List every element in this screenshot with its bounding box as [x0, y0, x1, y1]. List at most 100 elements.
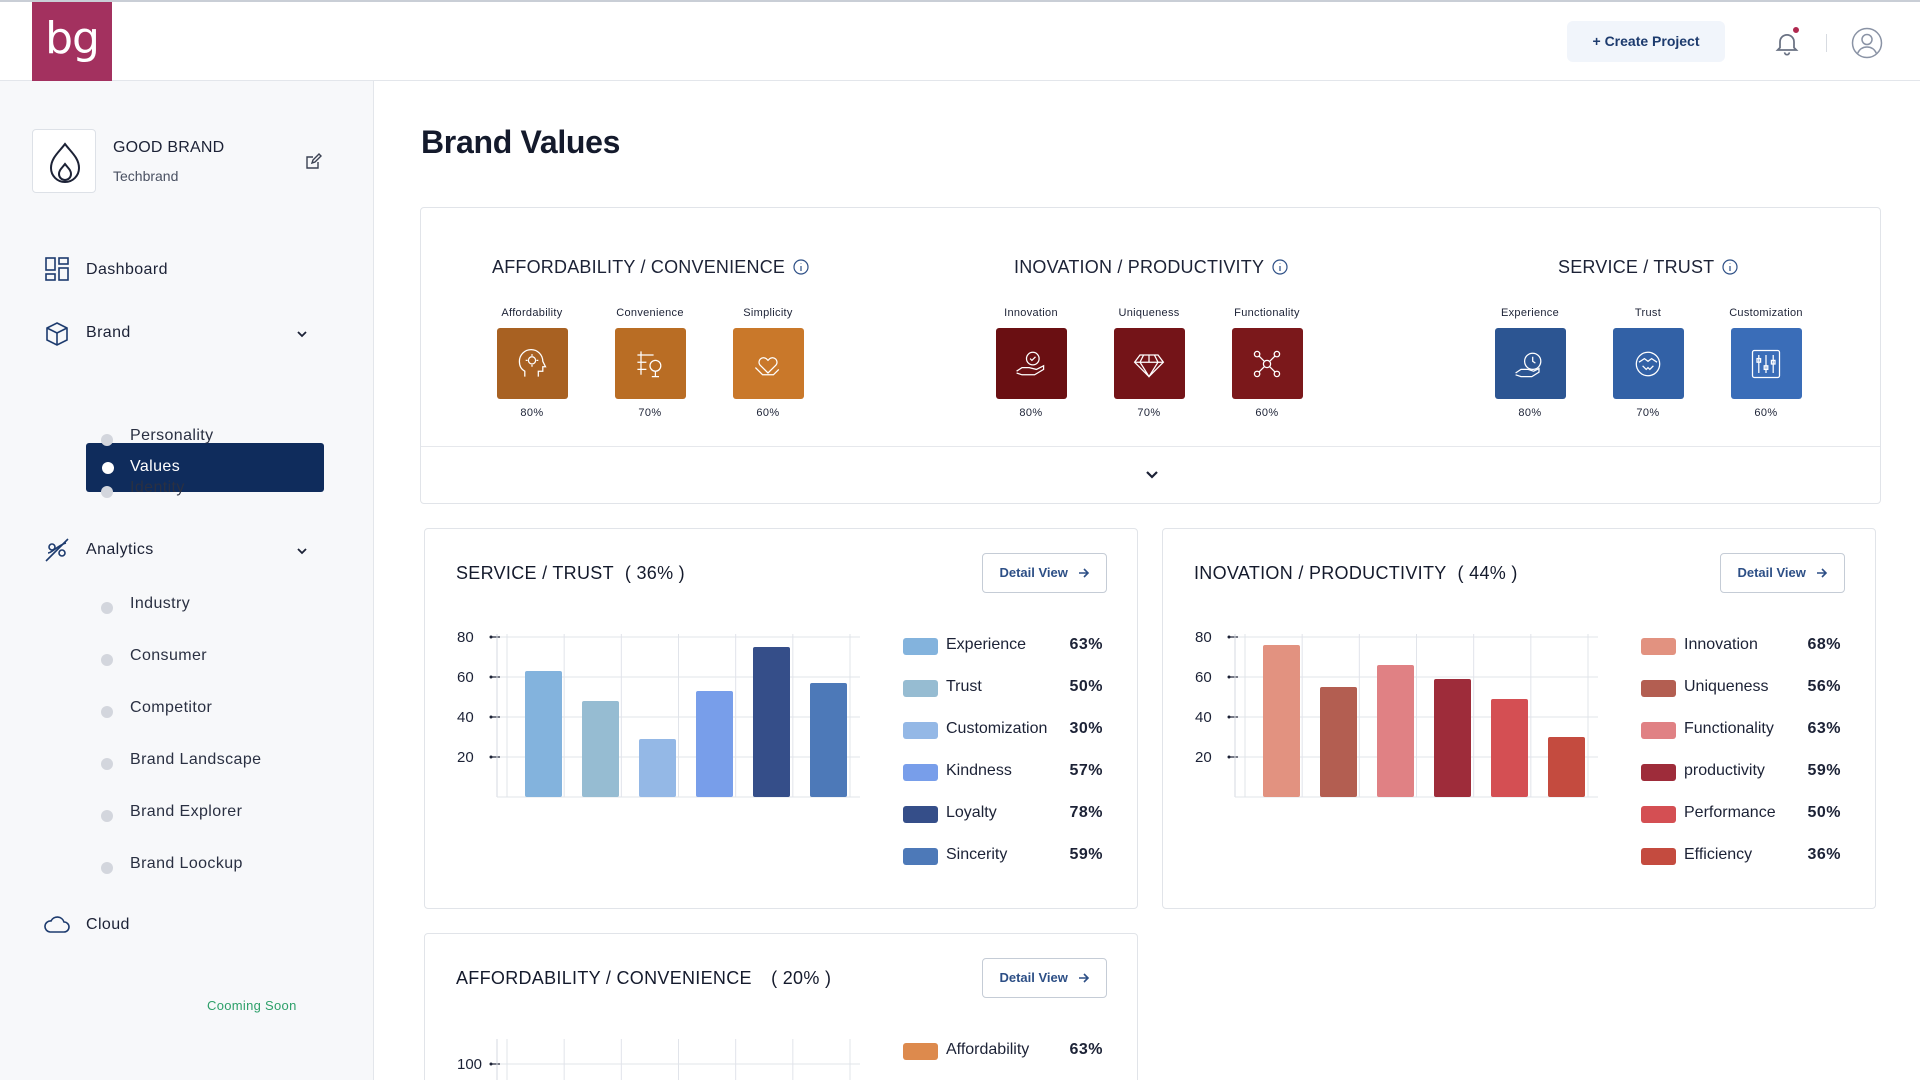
group-title: AFFORDABILITY / CONVENIENCE — [492, 257, 809, 278]
tile-icon-box — [1113, 328, 1185, 399]
group-title: INOVATION / PRODUCTIVITY — [1014, 257, 1288, 278]
bar-chart: 100 — [457, 1039, 860, 1080]
bar-productivity — [1434, 679, 1471, 797]
value-tile[interactable]: Affordability 80% — [496, 306, 568, 419]
value-tile[interactable]: Uniqueness 70% — [1113, 306, 1185, 419]
bar-sincerity — [810, 683, 847, 797]
flame-icon — [49, 142, 81, 183]
bar-loyalty — [753, 647, 790, 797]
y-tick-label: 60 — [457, 669, 474, 686]
legend-value: 50% — [1807, 804, 1841, 821]
analytics-icon — [45, 538, 69, 562]
value-tile[interactable]: Trust 70% — [1612, 306, 1684, 419]
legend-label: Customization — [946, 720, 1048, 737]
value-tile[interactable]: Simplicity 60% — [732, 306, 804, 419]
tile-label: Experience — [1500, 307, 1560, 319]
tick-dot — [1227, 635, 1231, 639]
legend-item: Functionality 63% — [1641, 717, 1841, 741]
detail-view-button[interactable]: Detail View — [1720, 553, 1845, 593]
bullet-dot — [101, 602, 113, 614]
group-title-text: INOVATION / PRODUCTIVITY — [1014, 257, 1265, 277]
heart-hand-icon — [754, 356, 780, 375]
tick-dot — [1227, 675, 1231, 679]
detail-view-button[interactable]: Detail View — [982, 958, 1107, 998]
bar-functionality — [1377, 665, 1414, 797]
group-title-text: SERVICE / TRUST — [1558, 257, 1715, 277]
values-summary-panel: AFFORDABILITY / CONVENIENCE Affordabilit… — [420, 207, 1881, 504]
card-title-text: AFFORDABILITY / CONVENIENCE — [456, 968, 752, 988]
legend-item: Trust 50% — [903, 675, 1103, 699]
info-icon[interactable] — [793, 259, 809, 275]
sidebar-item-values[interactable]: Values — [86, 443, 324, 492]
legend-swatch — [903, 638, 938, 655]
tile-icon-box — [1730, 328, 1802, 399]
hand-check-icon — [1016, 351, 1045, 375]
tile-icon-box — [732, 328, 804, 399]
value-tile[interactable]: Customization 60% — [1729, 306, 1802, 419]
group-title: SERVICE / TRUST — [1558, 257, 1738, 278]
chevron-down-icon[interactable] — [1143, 466, 1161, 484]
card-title-percent: ( 36% ) — [624, 563, 685, 583]
legend-label: Affordability — [946, 1041, 1030, 1058]
tick-dot — [489, 1062, 493, 1066]
tick-dot — [489, 755, 493, 759]
sidebar-item-values-label: Values — [130, 458, 181, 475]
legend-label: Trust — [946, 678, 982, 695]
divider — [1826, 34, 1827, 52]
value-tile[interactable]: Experience 80% — [1494, 306, 1566, 419]
legend-value: 59% — [1069, 846, 1103, 863]
bell-icon[interactable] — [1773, 29, 1801, 57]
sidebar: GOOD BRAND Techbrand Dashboard Brand Val… — [0, 81, 374, 1080]
legend-swatch — [903, 722, 938, 739]
legend-item: Experience 63% — [903, 633, 1103, 657]
value-tile[interactable]: Functionality 60% — [1231, 306, 1303, 419]
notification-dot — [1791, 25, 1801, 35]
detail-view-label: Detail View — [999, 970, 1068, 985]
legend-item: Affordability 63% — [903, 1038, 1103, 1062]
detail-view-button[interactable]: Detail View — [982, 553, 1107, 593]
detail-view-label: Detail View — [999, 565, 1068, 580]
legend-value: 36% — [1807, 846, 1841, 863]
create-project-button[interactable]: + Create Project — [1567, 21, 1725, 62]
app-logo[interactable]: bg — [32, 2, 112, 82]
chevron-down-icon[interactable] — [294, 543, 310, 559]
legend-swatch — [1641, 848, 1676, 865]
card-title-text: SERVICE / TRUST — [456, 563, 614, 583]
brand-subtitle: Techbrand — [113, 168, 179, 184]
info-icon[interactable] — [1272, 259, 1288, 275]
bullet-dot — [101, 486, 113, 498]
legend-value: 63% — [1069, 636, 1103, 653]
bar-customization — [639, 739, 676, 797]
y-tick-label: 80 — [457, 629, 474, 646]
tile-icon-box — [1612, 328, 1684, 399]
value-tile[interactable]: Convenience 70% — [614, 306, 686, 419]
value-tile[interactable]: Innovation 80% — [995, 306, 1067, 419]
legend-label: Performance — [1684, 804, 1776, 821]
legend-label: Uniqueness — [1684, 678, 1769, 695]
legend-value: 68% — [1807, 636, 1841, 653]
sidebar-item-label: Industry — [130, 595, 191, 612]
legend-label: productivity — [1684, 762, 1765, 779]
legend-item: Performance 50% — [1641, 801, 1841, 825]
tile-label: Functionality — [1234, 307, 1300, 319]
card-title-percent: ( 44% ) — [1457, 563, 1518, 583]
legend-label: Functionality — [1684, 720, 1774, 737]
cloud-icon — [44, 916, 70, 933]
tile-icon-box — [1231, 328, 1303, 399]
tile-label: Affordability — [501, 307, 563, 319]
chart-card-inovation-productivity: INOVATION / PRODUCTIVITY ( 44% ) Detail … — [1162, 528, 1876, 909]
card-title-text: INOVATION / PRODUCTIVITY — [1194, 563, 1447, 583]
legend-swatch — [1641, 722, 1676, 739]
legend-item: Customization 30% — [903, 717, 1103, 741]
tile-percent: 60% — [1255, 407, 1279, 419]
legend-swatch — [903, 764, 938, 781]
edit-icon[interactable] — [304, 153, 322, 171]
chevron-down-icon[interactable] — [294, 326, 310, 342]
avatar[interactable] — [1851, 27, 1883, 59]
y-tick-label: 20 — [457, 749, 474, 766]
card-title: INOVATION / PRODUCTIVITY ( 44% ) — [1194, 563, 1518, 584]
brand-name: GOOD BRAND — [113, 139, 225, 156]
network-icon — [1253, 350, 1281, 377]
head-gear-icon — [518, 348, 547, 377]
info-icon[interactable] — [1722, 259, 1738, 275]
